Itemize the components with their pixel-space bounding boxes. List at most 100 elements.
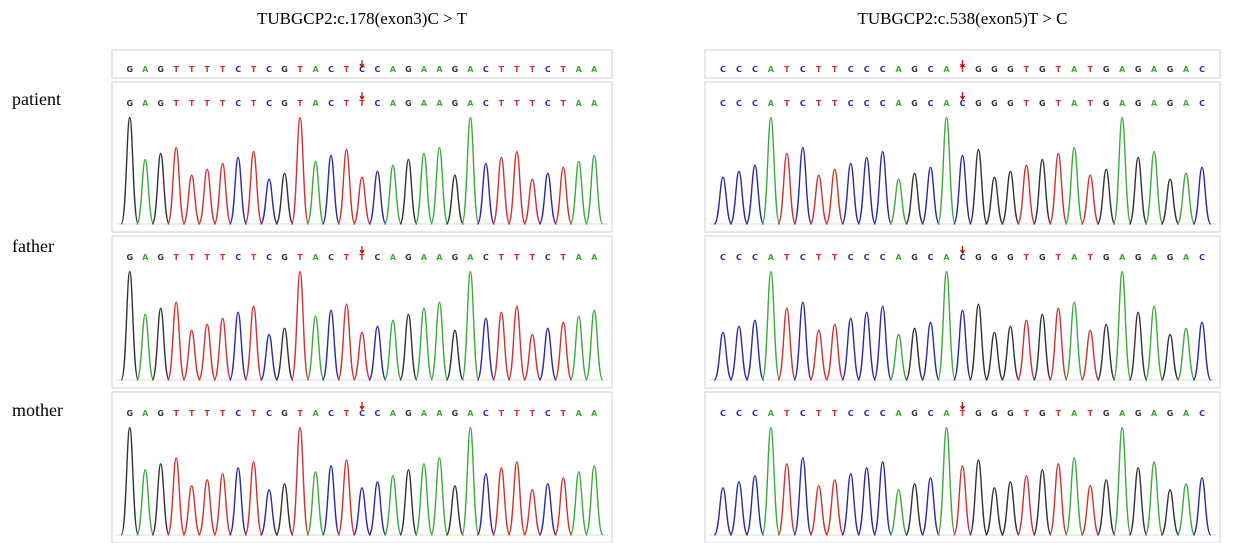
peak <box>555 322 572 380</box>
peak <box>762 272 780 380</box>
peak <box>586 466 603 535</box>
peak <box>986 177 1004 224</box>
peak <box>778 464 796 535</box>
peak <box>954 466 972 535</box>
peak <box>152 308 169 380</box>
peak <box>1113 272 1131 380</box>
peak <box>508 152 525 224</box>
peak <box>292 428 309 535</box>
peak <box>1177 328 1195 380</box>
peak <box>1145 462 1163 535</box>
peak <box>938 428 956 535</box>
peak <box>400 470 417 535</box>
peak <box>493 312 510 380</box>
peak <box>810 330 828 380</box>
peak <box>1161 334 1179 380</box>
peak <box>168 148 185 224</box>
peak <box>323 466 340 535</box>
peak <box>214 474 231 535</box>
peak <box>730 171 748 224</box>
peak <box>970 460 988 535</box>
peak <box>168 302 185 380</box>
peak <box>137 470 154 535</box>
peak <box>384 320 401 380</box>
peak <box>446 175 463 224</box>
row-label: father <box>12 236 54 256</box>
peak <box>245 306 262 380</box>
peak <box>1113 118 1131 224</box>
peak <box>730 326 748 380</box>
row-label: mother <box>12 400 63 420</box>
peak <box>261 490 278 535</box>
peak <box>1018 320 1036 380</box>
peak <box>477 318 494 380</box>
peak <box>121 428 138 535</box>
mutation-marker <box>961 402 965 409</box>
peak <box>1193 167 1211 224</box>
peak <box>353 177 370 224</box>
peak <box>778 154 796 224</box>
peak <box>1002 171 1020 224</box>
peak <box>1081 330 1099 380</box>
peak <box>778 308 796 380</box>
peak <box>874 462 892 535</box>
peak <box>539 484 556 535</box>
peak <box>826 480 844 535</box>
peak <box>539 328 556 380</box>
peak <box>954 155 972 224</box>
peak <box>1034 314 1052 380</box>
sequence: CCCATCTTCCCAGCACGGGTGTATGAGAGAC <box>720 253 1205 262</box>
peak <box>1050 464 1068 535</box>
peak <box>524 490 541 535</box>
peak <box>384 165 401 224</box>
peak <box>890 334 908 380</box>
sequence: GAGTTTTCTCGTACTTCAGAAGACTTTCTAA <box>126 99 598 108</box>
mutation-marker <box>360 92 364 99</box>
peak <box>794 302 812 380</box>
peak <box>446 486 463 535</box>
peak <box>524 334 541 380</box>
peak <box>1113 428 1131 535</box>
peak <box>1065 458 1083 535</box>
peak <box>570 472 587 535</box>
peak <box>1129 468 1147 535</box>
peak <box>714 332 732 380</box>
peak <box>121 118 138 224</box>
peak <box>1177 484 1195 535</box>
peak <box>400 314 417 380</box>
peak <box>842 318 860 380</box>
peak <box>477 163 494 224</box>
peak <box>826 169 844 224</box>
peak <box>842 163 860 224</box>
peak <box>338 460 355 535</box>
peak <box>508 462 525 535</box>
peak <box>938 118 956 224</box>
peak <box>539 173 556 224</box>
peak <box>810 175 828 224</box>
peak <box>230 312 247 380</box>
peak <box>858 157 876 224</box>
peak <box>1129 312 1147 380</box>
peak <box>384 476 401 535</box>
peak <box>810 486 828 535</box>
peak <box>524 179 541 224</box>
peak <box>922 478 940 535</box>
peak <box>292 118 309 224</box>
peak <box>338 304 355 380</box>
peak <box>1002 326 1020 380</box>
peak <box>1081 175 1099 224</box>
mutation-marker <box>961 60 965 67</box>
peak <box>874 152 892 224</box>
peak <box>307 161 324 224</box>
peak <box>214 318 231 380</box>
peak <box>858 468 876 535</box>
peak <box>493 468 510 535</box>
peak <box>954 310 972 380</box>
peak <box>1193 322 1211 380</box>
peak <box>1097 324 1115 380</box>
peak <box>415 154 432 224</box>
peak <box>1145 306 1163 380</box>
peak <box>1177 173 1195 224</box>
mutation-marker <box>360 246 364 253</box>
